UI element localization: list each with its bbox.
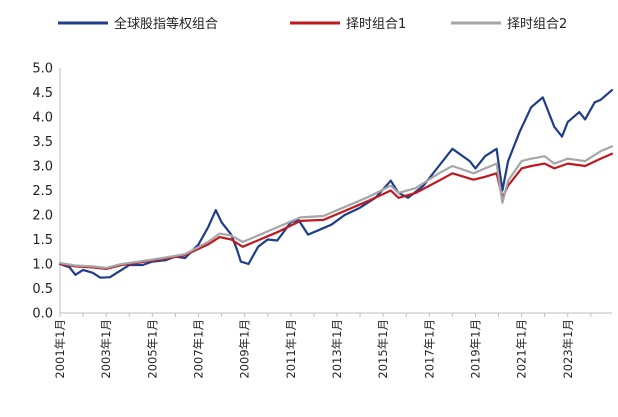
y-tick-label: 4.5: [32, 86, 53, 101]
y-tick-label: 3.5: [32, 135, 53, 150]
x-axis: 2001年1月 2003年1月 2005年1月 2007年1月 2009年1月 2011年…: [53, 312, 612, 379]
x-tick-label: 2003年1月: [99, 319, 113, 379]
y-tick-label: 0.0: [32, 307, 53, 322]
legend-label-2: 择时组合1: [346, 17, 406, 32]
series-line-3: [58, 145, 614, 269]
x-tick-label: 2023年1月: [561, 319, 575, 379]
y-tick-label: 3.0: [32, 160, 53, 175]
x-tick-label: 2013年1月: [330, 319, 344, 379]
y-tick-label: 5.0: [32, 62, 53, 77]
y-axis: 0.0 0.5 1.0 1.5 2.0 2.5 3.0 3.5 4.0 4.5 5.0: [32, 62, 61, 322]
x-tick-label: 2015年1月: [376, 319, 390, 379]
y-tick-label: 1.0: [32, 258, 53, 273]
series-line-1: [58, 89, 614, 279]
y-tick-label: 1.5: [32, 233, 53, 248]
x-tick-label: 2005年1月: [145, 319, 159, 379]
x-tick-label: 2019年1月: [468, 319, 482, 379]
x-tick-label: 2017年1月: [422, 319, 436, 379]
x-tick-label: 2001年1月: [53, 319, 67, 379]
legend: 全球股指等权组合 择时组合1 择时组合2: [58, 16, 567, 32]
y-tick-label: 2.0: [32, 209, 53, 224]
x-tick-label: 2021年1月: [515, 319, 529, 379]
plot-lines: [58, 89, 614, 279]
y-tick-label: 4.0: [32, 111, 53, 126]
legend-label-3: 择时组合2: [507, 17, 567, 32]
y-tick-label: 2.5: [32, 184, 53, 199]
legend-label-1: 全球股指等权组合: [114, 16, 218, 32]
x-tick-label: 2011年1月: [284, 319, 298, 379]
y-tick-label: 0.5: [32, 282, 53, 297]
x-tick-label: 2009年1月: [238, 319, 252, 379]
x-tick-label: 2007年1月: [191, 319, 205, 379]
